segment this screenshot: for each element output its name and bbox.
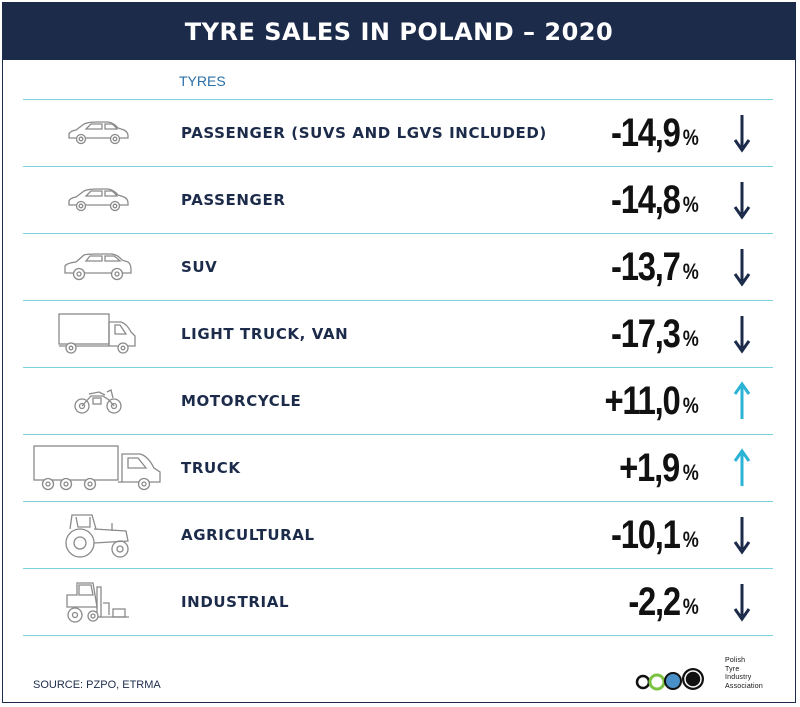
value-unit: % — [683, 527, 700, 552]
value-number: -17,3 — [610, 311, 681, 356]
row-value: -2,2% — [617, 569, 702, 635]
value-number: +1,9 — [619, 445, 681, 490]
row-value: -14,9% — [596, 100, 701, 166]
value-number: -14,8 — [610, 177, 681, 222]
row-label: MOTORCYCLE — [181, 392, 302, 410]
value-unit: % — [683, 460, 700, 485]
row-label: INDUSTRIAL — [181, 593, 290, 611]
van-icon — [23, 301, 173, 367]
value-unit: % — [683, 594, 700, 619]
title-bar: TYRE SALES IN POLAND – 2020 — [3, 3, 795, 60]
row-label: PASSENGER — [181, 191, 286, 209]
value-number: -14,9 — [610, 110, 681, 155]
car-icon — [23, 167, 173, 233]
ppzp-logo: Polish Tyre Industry Association — [635, 657, 795, 697]
table-row: TRUCK +1,9% — [23, 434, 773, 501]
arrow-down-icon — [733, 247, 751, 287]
row-label: SUV — [181, 258, 218, 276]
value-number: +11,0 — [604, 378, 680, 423]
forklift-icon — [23, 569, 173, 635]
value-number: -10,1 — [610, 512, 681, 557]
value-unit: % — [683, 326, 700, 351]
value-unit: % — [683, 393, 700, 418]
tractor-icon — [23, 502, 173, 568]
truck-icon — [23, 435, 173, 501]
logo-line-1: Polish — [725, 657, 746, 664]
row-value: -14,8% — [596, 167, 701, 233]
value-number: -13,7 — [610, 244, 681, 289]
row-value: -13,7% — [596, 234, 701, 300]
row-label: LIGHT TRUCK, VAN — [181, 325, 349, 343]
arrow-up-icon — [733, 448, 751, 488]
logo-line-3: Industry — [725, 674, 752, 681]
value-number: -2,2 — [627, 579, 681, 624]
row-label: PASSENGER (SUVS AND LGVS INCLUDED) — [181, 124, 547, 142]
table-row: INDUSTRIAL -2,2% — [23, 568, 773, 636]
column-header: TYRES — [179, 73, 226, 89]
row-value: +11,0% — [588, 368, 701, 434]
arrow-down-icon — [733, 113, 751, 153]
arrow-down-icon — [733, 515, 751, 555]
arrow-down-icon — [733, 314, 751, 354]
car-icon — [23, 100, 173, 166]
table-row: PASSENGER (SUVS AND LGVS INCLUDED) -14,9% — [23, 99, 773, 166]
row-value: -10,1% — [596, 502, 701, 568]
row-value: -17,3% — [596, 301, 701, 367]
source-note: SOURCE: PZPO, ETRMA — [33, 679, 161, 691]
suv-icon — [23, 234, 173, 300]
table-row: LIGHT TRUCK, VAN -17,3% — [23, 300, 773, 367]
motorcycle-icon — [23, 368, 173, 434]
table-row: MOTORCYCLE +11,0% — [23, 367, 773, 434]
value-unit: % — [683, 259, 700, 284]
table-row: SUV -13,7% — [23, 233, 773, 300]
page-title: TYRE SALES IN POLAND – 2020 — [184, 17, 614, 46]
arrow-down-icon — [733, 582, 751, 622]
arrow-down-icon — [733, 180, 751, 220]
row-label: TRUCK — [181, 459, 241, 477]
logo-line-4: Association — [725, 682, 763, 690]
table-row: AGRICULTURAL -10,1% — [23, 501, 773, 568]
value-unit: % — [683, 192, 700, 217]
arrow-up-icon — [733, 381, 751, 421]
logo-line-2: Tyre — [725, 665, 740, 673]
row-label: AGRICULTURAL — [181, 526, 315, 544]
logo-text: Polish Tyre Industry Association — [725, 657, 763, 691]
value-unit: % — [683, 125, 700, 150]
row-value: +1,9% — [606, 435, 701, 501]
table-row: PASSENGER -14,8% — [23, 166, 773, 233]
logo-circles-icon — [635, 668, 704, 691]
